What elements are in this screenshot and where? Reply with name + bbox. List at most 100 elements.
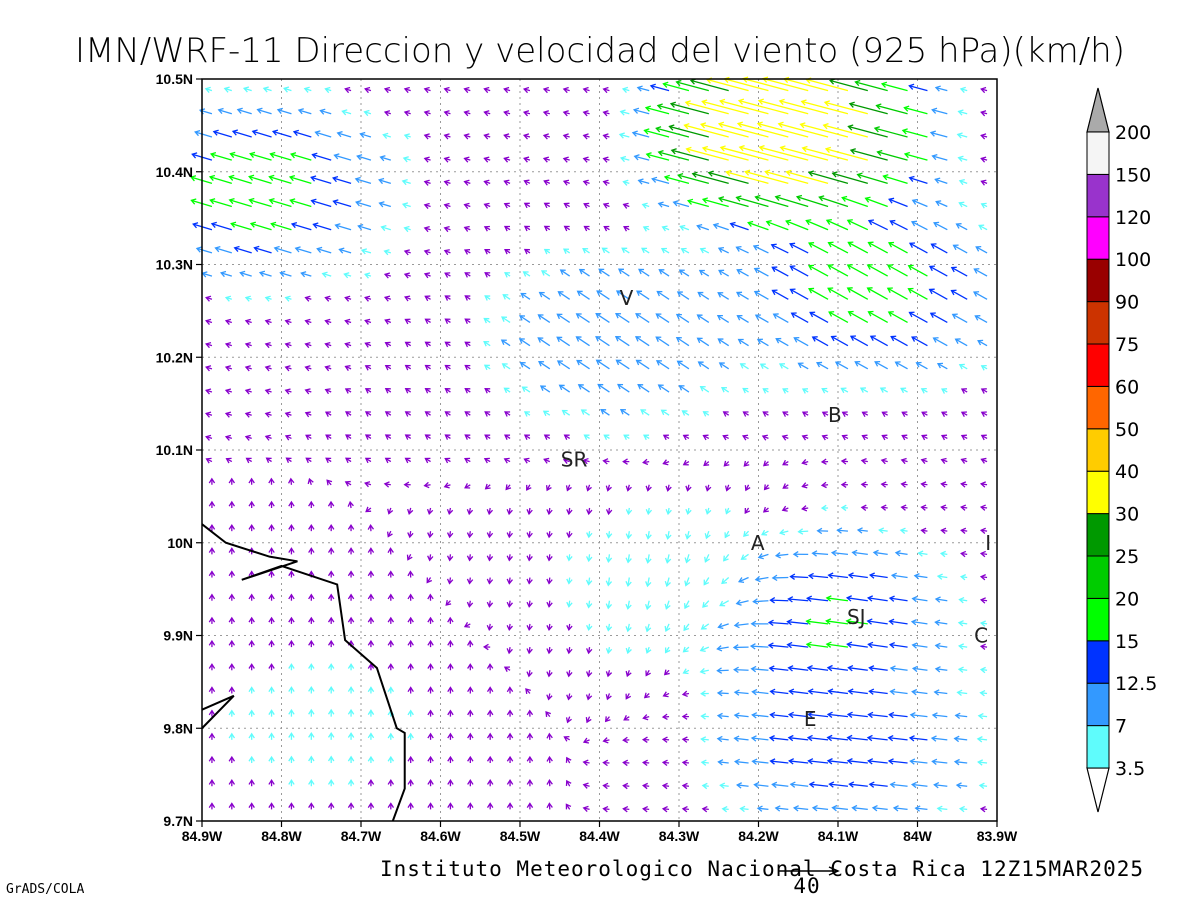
- wind-vector: [602, 110, 610, 117]
- wind-vector: [447, 732, 454, 740]
- wind-vector: [634, 336, 650, 347]
- wind-vector: [643, 128, 670, 138]
- wind-vector: [367, 663, 375, 671]
- wind-vector: [847, 688, 868, 695]
- wind-vector: [305, 434, 312, 441]
- wind-vector: [811, 804, 829, 812]
- wind-vector: [668, 124, 709, 138]
- wind-vector: [775, 337, 789, 347]
- coastline-segment: [201, 523, 406, 822]
- wind-vector: [228, 570, 236, 578]
- wind-vector: [248, 779, 255, 787]
- wind-vector: [407, 755, 414, 764]
- wind-vector: [701, 99, 749, 115]
- wind-vector: [228, 686, 236, 694]
- wind-vector: [595, 359, 610, 370]
- wind-vector: [546, 732, 553, 740]
- wind-vector: [249, 221, 272, 231]
- wind-vector: [691, 171, 729, 184]
- wind-vector: [806, 664, 829, 672]
- wind-vector: [931, 712, 948, 719]
- wind-vector: [526, 531, 533, 539]
- wind-vector: [384, 411, 392, 417]
- wind-vector: [672, 200, 690, 208]
- wind-vector: [576, 359, 590, 370]
- wind-vector: [244, 434, 252, 441]
- wind-vector: [427, 709, 434, 717]
- wind-vector: [872, 549, 888, 557]
- wind-vector: [890, 335, 908, 347]
- wind-vector: [797, 362, 809, 370]
- wind-vector: [807, 572, 829, 580]
- wind-vector: [522, 271, 531, 277]
- colorbar-label: 60: [1115, 376, 1139, 398]
- wind-vector: [847, 310, 869, 324]
- wind-vector: [788, 758, 809, 765]
- wind-vector: [525, 688, 531, 695]
- wind-vector: [807, 711, 829, 719]
- wind-vector: [959, 574, 968, 581]
- wind-vector: [623, 225, 630, 232]
- wind-vector: [658, 269, 670, 277]
- wind-vector: [264, 388, 272, 395]
- wind-vector: [522, 86, 531, 94]
- wind-vector: [703, 577, 710, 586]
- wind-vector: [936, 573, 948, 580]
- wind-vector: [718, 269, 730, 277]
- wind-vector: [562, 248, 571, 254]
- wind-vector: [208, 616, 216, 624]
- wind-vector: [347, 686, 355, 694]
- wind-vector: [828, 311, 849, 324]
- wind-vector: [521, 386, 531, 393]
- wind-vector: [324, 295, 332, 302]
- wind-vector: [201, 271, 213, 278]
- colorbar-swatch: [1086, 682, 1110, 727]
- wind-vector: [387, 639, 395, 648]
- wind-vector: [504, 411, 511, 417]
- wind-vector: [696, 314, 710, 324]
- wind-vector: [426, 577, 433, 584]
- wind-vector: [974, 315, 988, 324]
- wind-vector: [867, 711, 888, 719]
- wind-vector: [979, 504, 988, 511]
- wind-vector: [827, 287, 849, 300]
- wind-vector: [403, 133, 411, 140]
- wind-vector: [767, 642, 789, 649]
- wind-vector: [911, 665, 928, 673]
- wind-vector: [827, 264, 849, 277]
- wind-vector: [324, 411, 332, 417]
- wind-vector: [911, 198, 928, 208]
- wind-vector: [427, 732, 434, 740]
- wind-vector: [444, 434, 451, 440]
- lon-tick-label: 84.3W: [659, 828, 700, 844]
- wind-vector: [289, 198, 312, 208]
- wind-vector: [244, 411, 252, 418]
- wind-vector: [423, 481, 431, 489]
- wind-vector: [682, 459, 690, 466]
- wind-vector: [642, 759, 650, 767]
- lat-tick-label: 10.2N: [156, 349, 193, 365]
- wind-vector: [698, 269, 710, 277]
- wind-vector: [279, 270, 292, 277]
- wind-vector: [563, 735, 571, 742]
- wind-vector: [423, 202, 431, 210]
- wind-vector: [344, 318, 352, 325]
- wind-vector: [304, 411, 312, 418]
- wind-vector: [735, 195, 769, 208]
- wind-vector: [676, 291, 690, 300]
- wind-vector: [908, 311, 928, 324]
- wind-vector: [424, 388, 431, 394]
- wind-vector: [506, 779, 514, 787]
- wind-vector: [582, 247, 590, 254]
- wind-vector: [486, 779, 494, 787]
- wind-vector: [546, 554, 553, 562]
- wind-vector: [464, 388, 471, 394]
- wind-vector: [978, 224, 988, 231]
- wind-vector: [423, 179, 431, 186]
- wind-vector: [707, 170, 749, 184]
- wind-vector: [347, 616, 355, 624]
- wind-vector: [208, 500, 216, 508]
- wind-vector: [880, 81, 908, 92]
- wind-vector: [562, 156, 570, 163]
- wind-vector: [251, 129, 272, 138]
